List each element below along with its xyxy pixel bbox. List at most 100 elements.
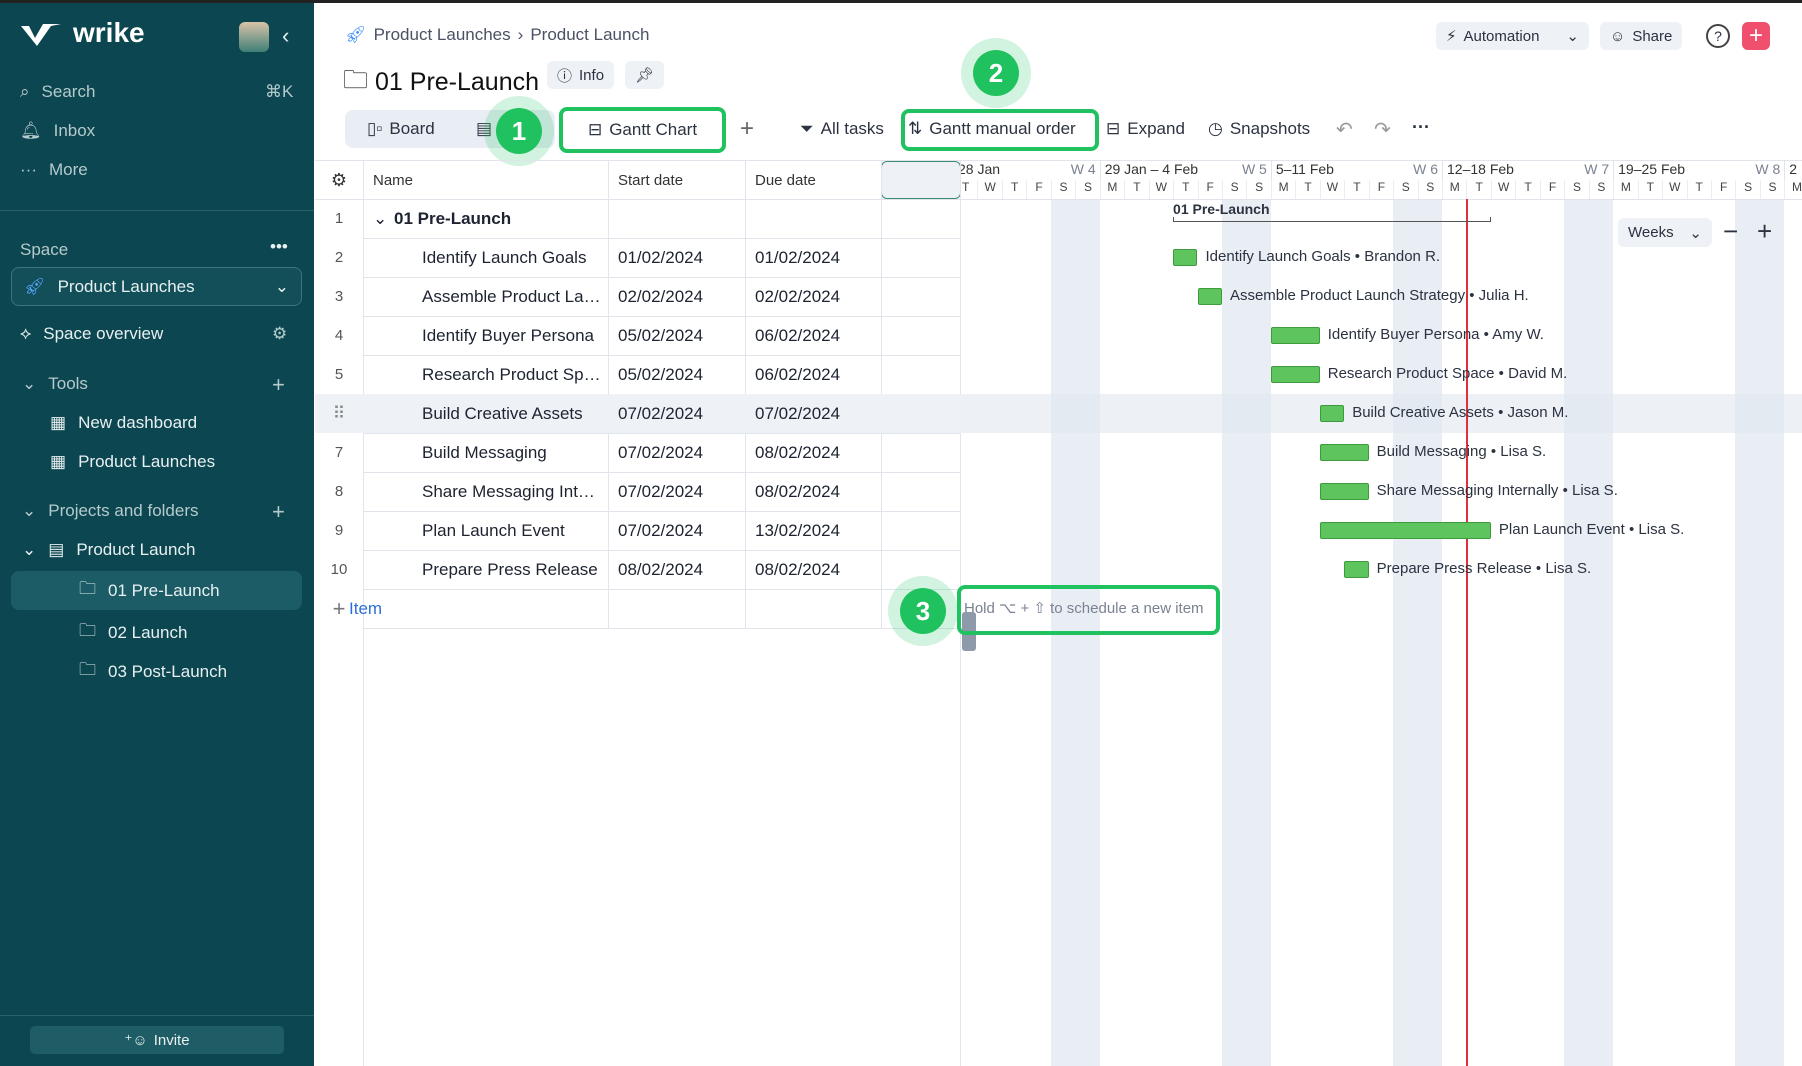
start-date[interactable]: 08/02/2024 [618,559,704,579]
tools-section[interactable]: ⌄ Tools [22,374,88,394]
gantt-manual-order-button[interactable]: ⇅ Gantt manual order [908,119,1076,139]
column-header[interactable]: Name [373,171,414,189]
search-item[interactable]: ⌕ Search [20,82,95,102]
due-date[interactable]: 07/02/2024 [755,403,841,423]
share-button[interactable]: ☺ Share [1600,22,1683,50]
avatar[interactable] [239,22,269,52]
start-date[interactable]: 05/02/2024 [618,325,704,345]
folder-03-post-launch[interactable]: 🗀 03 Post-Launch [79,657,227,686]
help-icon[interactable]: ? [1706,24,1730,48]
gantt-bar[interactable] [1173,249,1198,266]
start-date[interactable]: 02/02/2024 [618,286,704,306]
zoom-in-icon[interactable]: + [1757,216,1773,246]
undo-icon[interactable]: ↶ [1336,119,1353,141]
start-date[interactable]: 07/02/2024 [618,442,704,462]
task-name[interactable]: Identify Buyer Persona [422,326,594,345]
table-row[interactable] [315,394,961,433]
due-date[interactable]: 02/02/2024 [755,286,841,306]
gantt-bar[interactable] [1319,522,1491,539]
gantt-chart-tab[interactable]: ⊟ Gantt Chart [563,111,722,148]
board-tab[interactable]: ▯▫ Board [367,119,435,139]
task-name[interactable]: Research Product Space [422,365,602,384]
add-tool-icon[interactable]: + [272,372,285,397]
due-date[interactable]: 08/02/2024 [755,481,841,501]
task-name[interactable]: Assemble Product Launch Strategy [422,287,602,306]
breadcrumb-item[interactable]: Product Launch [530,25,650,44]
gantt-bar[interactable] [1270,366,1320,383]
start-date[interactable]: 01/02/2024 [618,247,704,267]
bar-assignee: Brandon R. [1364,248,1441,265]
divider [363,355,961,356]
column-header[interactable]: Start date [618,171,684,189]
due-date[interactable]: 06/02/2024 [755,364,841,384]
add-item-button[interactable]: Item [349,598,383,618]
task-name[interactable]: Plan Launch Event [422,521,565,540]
redo-icon[interactable]: ↷ [1374,119,1391,141]
bar-task-name: Research Product Space [1327,365,1495,382]
folder-02-launch[interactable]: 🗀 02 Launch [79,618,187,647]
collapse-sidebar-icon[interactable]: ‹ [282,23,290,48]
due-date[interactable]: 08/02/2024 [755,442,841,462]
gear-icon[interactable]: ⚙ [272,324,288,343]
drag-handle-icon[interactable]: ⠿ [332,403,346,423]
chevron-down-icon: ⌄ [1566,28,1579,45]
all-tasks-filter[interactable]: ⏷ All tasks [800,119,884,139]
group-name[interactable]: 01 Pre-Launch [394,208,512,228]
predecessors-header-highlight [881,161,961,199]
timescale-select[interactable]: Weeks ⌄ [1618,218,1712,247]
add-project-icon[interactable]: + [272,499,285,524]
due-date[interactable]: 13/02/2024 [755,520,841,540]
space-selector[interactable]: 🚀︎ Product Launches ⌄ [11,267,302,306]
due-date[interactable]: 06/02/2024 [755,325,841,345]
add-view-icon[interactable]: + [740,115,755,142]
projects-section[interactable]: ⌄ Projects and folders [22,501,199,521]
info-button[interactable]: ⓘ Info [547,61,615,89]
create-new-icon[interactable]: + [1742,22,1770,50]
task-name[interactable]: Share Messaging Internally [422,482,602,501]
pin-icon[interactable]: 📌︎ [625,61,665,89]
project-product-launch[interactable]: ⌄ ▤ Product Launch [22,540,195,560]
automation-button[interactable]: ⚡︎ Automation ⌄ [1436,22,1589,50]
group-summary-bar[interactable] [1173,217,1491,222]
sidebar: wrike ‹ ⌕ Search ⌘K 🔔︎ Inbox ··· More Space… [0,3,314,1066]
callout-number-1: 1 [496,108,542,154]
tool-new-dashboard[interactable]: ▦ New dashboard [50,413,197,433]
more-item[interactable]: ··· More [20,160,88,180]
day-header: T [1466,180,1490,199]
chevron-down-icon[interactable]: ⌄ [373,208,388,228]
task-name[interactable]: Identify Launch Goals [422,248,587,267]
start-date[interactable]: 07/02/2024 [618,403,704,423]
inbox-item[interactable]: 🔔︎ Inbox [20,121,95,141]
more-options-icon[interactable]: ··· [1412,117,1430,137]
task-name[interactable]: Prepare Press Release [422,560,598,579]
start-date[interactable]: 07/02/2024 [618,520,704,540]
space-overview[interactable]: ⟡ Space overview [20,324,163,344]
expand-button[interactable]: ⊟ Expand [1106,119,1185,139]
due-date[interactable]: 01/02/2024 [755,247,841,267]
gantt-bar[interactable] [1319,405,1345,422]
breadcrumb-item[interactable]: Product Launches [373,25,511,44]
invite-button[interactable]: ⁺☺ Invite [30,1026,284,1054]
gantt-bar[interactable] [1319,483,1369,500]
gantt-bar[interactable] [1319,444,1369,461]
weekend-shading [1417,199,1442,1066]
due-date[interactable]: 08/02/2024 [755,559,841,579]
gantt-bar[interactable] [1344,561,1369,578]
table-tab-icon[interactable]: ▤ [476,119,493,138]
zoom-out-icon[interactable]: − [1723,216,1739,246]
gantt-bar[interactable] [1270,327,1320,344]
week-number: W 7 [1584,161,1610,177]
tool-product-launches[interactable]: ▦ Product Launches [50,452,215,472]
gantt-bar[interactable] [1197,288,1222,305]
task-name[interactable]: Build Messaging [422,443,547,462]
task-name[interactable]: Build Creative Assets [422,404,583,423]
settings-gear-icon[interactable]: ⚙ [330,169,348,190]
dashboard-icon: ▦ [50,452,67,471]
space-more-icon[interactable]: ••• [270,237,288,256]
column-header[interactable]: Due date [755,171,816,189]
wrike-logo[interactable]: wrike [21,17,145,49]
start-date[interactable]: 05/02/2024 [618,364,704,384]
snapshots-button[interactable]: ◷ Snapshots [1208,119,1310,139]
folder-01-pre-launch[interactable]: 🗀 01 Pre-Launch [11,571,302,610]
start-date[interactable]: 07/02/2024 [618,481,704,501]
